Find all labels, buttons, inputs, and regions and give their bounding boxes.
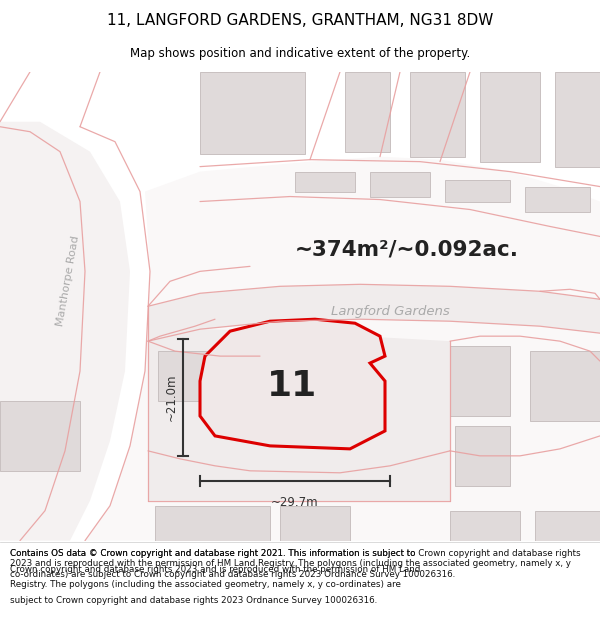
Text: Map shows position and indicative extent of the property.: Map shows position and indicative extent… <box>130 48 470 61</box>
Text: Manthorpe Road: Manthorpe Road <box>55 235 81 328</box>
Text: 11: 11 <box>267 369 317 403</box>
Polygon shape <box>280 506 350 541</box>
Polygon shape <box>525 187 590 211</box>
Polygon shape <box>530 351 600 421</box>
Polygon shape <box>480 72 540 162</box>
Polygon shape <box>455 426 510 486</box>
Text: ~21.0m: ~21.0m <box>164 374 178 421</box>
Polygon shape <box>450 511 520 541</box>
Text: Crown copyright and database rights 2023 and is reproduced with the permission o: Crown copyright and database rights 2023… <box>10 564 421 574</box>
Polygon shape <box>555 72 600 167</box>
Polygon shape <box>0 122 130 541</box>
Polygon shape <box>445 346 510 416</box>
Text: Langford Gardens: Langford Gardens <box>331 305 449 318</box>
Text: ~29.7m: ~29.7m <box>271 496 319 509</box>
Polygon shape <box>200 319 385 449</box>
Polygon shape <box>410 72 465 157</box>
Text: Contains OS data © Crown copyright and database right 2021. This information is : Contains OS data © Crown copyright and d… <box>10 549 415 558</box>
Polygon shape <box>0 157 600 541</box>
Polygon shape <box>200 72 305 154</box>
Polygon shape <box>535 511 600 541</box>
Polygon shape <box>235 346 300 401</box>
Text: 11, LANGFORD GARDENS, GRANTHAM, NG31 8DW: 11, LANGFORD GARDENS, GRANTHAM, NG31 8DW <box>107 12 493 28</box>
Text: Contains OS data © Crown copyright and database right 2021. This information is : Contains OS data © Crown copyright and d… <box>10 549 581 579</box>
Polygon shape <box>0 401 80 471</box>
Polygon shape <box>335 341 430 411</box>
Polygon shape <box>370 172 430 196</box>
Text: subject to Crown copyright and database rights 2023 Ordnance Survey 100026316.: subject to Crown copyright and database … <box>10 596 377 605</box>
Text: ~374m²/~0.092ac.: ~374m²/~0.092ac. <box>295 239 519 259</box>
Polygon shape <box>158 351 220 401</box>
Polygon shape <box>155 506 270 541</box>
Polygon shape <box>445 179 510 201</box>
Polygon shape <box>148 284 600 341</box>
Text: Registry. The polygons (including the associated geometry, namely x, y co-ordina: Registry. The polygons (including the as… <box>10 580 401 589</box>
Polygon shape <box>148 329 450 501</box>
Polygon shape <box>295 172 355 191</box>
Polygon shape <box>345 72 390 152</box>
